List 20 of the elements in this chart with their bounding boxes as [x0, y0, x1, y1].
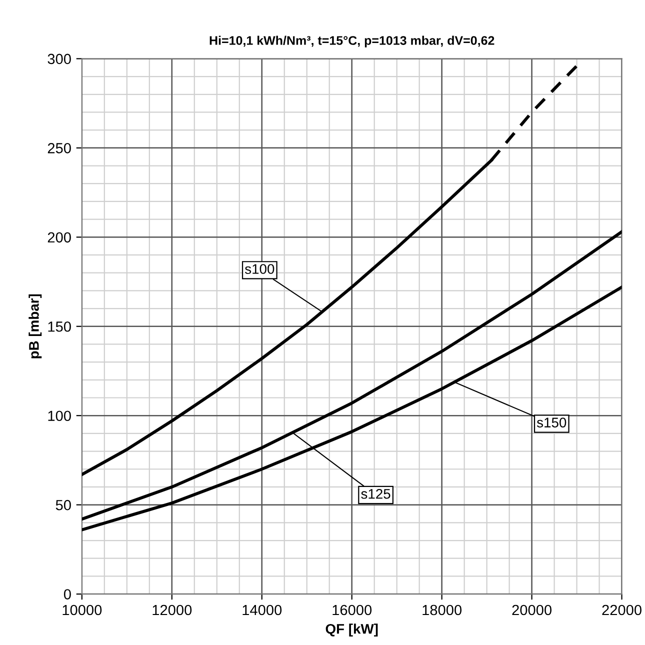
- x-axis-title: QF [kW]: [326, 624, 378, 637]
- x-tick-label: 22000: [602, 604, 642, 616]
- chart-title: Hi=10,1 kWh/Nm³, t=15°C, p=1013 mbar, dV=0,62: [210, 36, 494, 48]
- text: s125: [361, 488, 390, 499]
- x-tick-label: 14000: [242, 604, 282, 616]
- text: s100: [244, 264, 274, 274]
- y-tick-label: 0: [64, 589, 71, 600]
- y-tick-label: 300: [48, 54, 71, 64]
- x-tick-label: 18000: [422, 604, 462, 616]
- y-tick-label: 50: [56, 500, 71, 510]
- y-axis-title: pB [mbar]: [28, 294, 42, 358]
- text: s150: [536, 418, 566, 428]
- y-tick-label: 200: [48, 232, 71, 243]
- y-tick-label: 250: [48, 143, 71, 154]
- x-tick-label: 12000: [152, 604, 192, 616]
- x-tick-label: 16000: [332, 604, 372, 616]
- x-tick-label: 20000: [512, 604, 552, 616]
- y-tick-label: 100: [48, 410, 71, 422]
- y-tick-label: 150: [48, 321, 71, 332]
- x-tick-label: 10000: [62, 604, 102, 616]
